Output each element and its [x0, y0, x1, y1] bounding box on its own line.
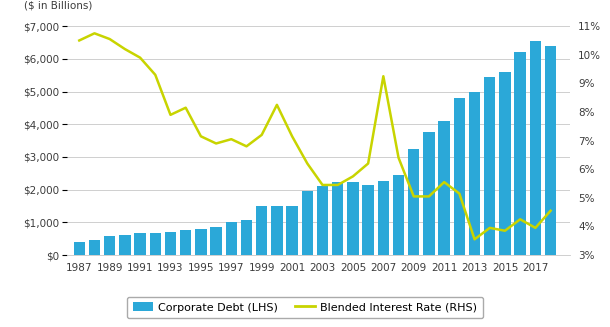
Bar [301, 191, 313, 255]
Bar [89, 240, 100, 255]
Bar [347, 182, 359, 255]
Legend: Corporate Debt (LHS), Blended Interest Rate (RHS): Corporate Debt (LHS), Blended Interest R… [127, 297, 483, 318]
Bar [180, 230, 192, 255]
Bar [134, 233, 146, 255]
Bar [287, 206, 298, 255]
Bar [256, 206, 267, 255]
Bar [119, 235, 131, 255]
Bar [271, 206, 282, 255]
Bar [469, 92, 480, 255]
Bar [499, 72, 511, 255]
Bar [454, 98, 465, 255]
Bar [484, 77, 495, 255]
Bar [317, 186, 328, 255]
Bar [393, 175, 404, 255]
Bar [332, 182, 343, 255]
Bar [378, 181, 389, 255]
Bar [165, 232, 176, 255]
Bar [529, 41, 541, 255]
Bar [423, 132, 435, 255]
Bar [241, 220, 252, 255]
Bar [195, 229, 207, 255]
Bar [74, 242, 85, 255]
Text: ($ in Billions): ($ in Billions) [24, 0, 93, 10]
Bar [226, 222, 237, 255]
Bar [514, 52, 526, 255]
Bar [104, 236, 115, 255]
Bar [149, 233, 161, 255]
Bar [210, 227, 222, 255]
Bar [439, 121, 450, 255]
Bar [362, 185, 374, 255]
Bar [545, 46, 556, 255]
Bar [408, 149, 420, 255]
